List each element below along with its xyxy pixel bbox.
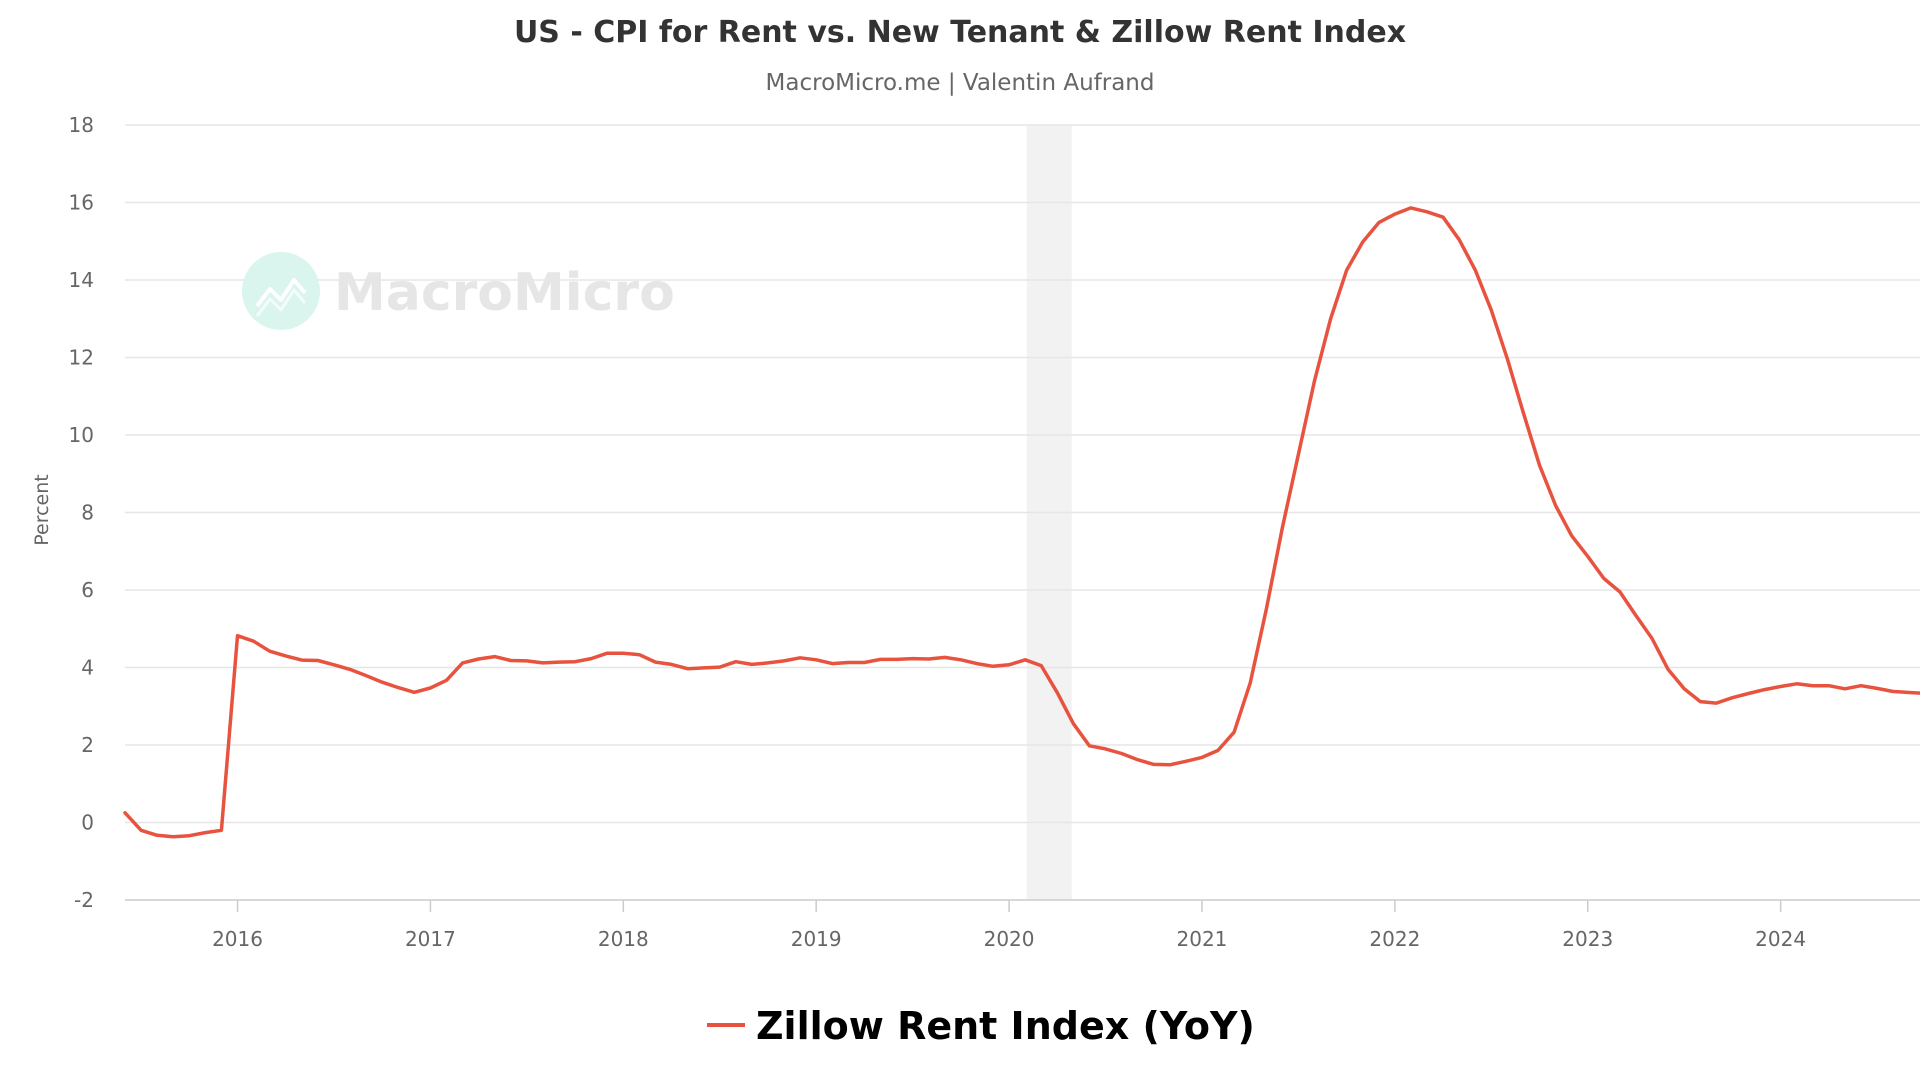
- x-tick-label: 2016: [212, 927, 263, 951]
- x-tick-label: 2022: [1369, 927, 1420, 951]
- chart-subtitle: MacroMicro.me | Valentin Aufrand: [766, 70, 1155, 96]
- series-line-zillow-rent-index[interactable]: [123, 206, 1920, 839]
- watermark-chart-icon: [255, 278, 307, 308]
- x-tick-label: 2018: [598, 927, 649, 951]
- y-axis-ticks: -2 0 2 4 6 8 10 12 14 16 18: [69, 113, 94, 912]
- x-tick-label: 2020: [984, 927, 1035, 951]
- legend[interactable]: Zillow Rent Index (YoY): [707, 1004, 1255, 1048]
- x-tick-label: 2017: [405, 927, 456, 951]
- y-tick-label: 12: [69, 346, 94, 370]
- y-tick-label: 16: [69, 191, 94, 215]
- grid-layer: [125, 124, 1920, 824]
- y-tick-label: 10: [69, 423, 94, 447]
- chart-title: US - CPI for Rent vs. New Tenant & Zillo…: [514, 15, 1406, 50]
- watermark: MacroMicro: [242, 252, 675, 330]
- x-axis: 2016 2017 2018 2019 2020 2021 2022 2023 2024: [125, 899, 1920, 951]
- legend-label-zillow: Zillow Rent Index (YoY): [756, 1004, 1255, 1048]
- x-tick-label: 2021: [1177, 927, 1228, 951]
- y-tick-label: 8: [81, 501, 94, 525]
- x-tick-label: 2023: [1562, 927, 1613, 951]
- watermark-logo-icon: [242, 252, 320, 330]
- x-tick-label: 2019: [791, 927, 842, 951]
- watermark-text: MacroMicro: [334, 263, 675, 323]
- y-axis-title: Percent: [31, 474, 53, 546]
- y-tick-label: -2: [74, 888, 94, 912]
- y-tick-label: 14: [69, 268, 94, 292]
- y-tick-label: 4: [81, 656, 94, 680]
- y-tick-label: 2: [81, 733, 94, 757]
- x-tick-label: 2024: [1755, 927, 1806, 951]
- y-tick-label: 6: [81, 578, 94, 602]
- watermark-chart-icon-secondary: [255, 288, 307, 317]
- y-tick-label: 18: [69, 113, 94, 137]
- y-tick-label: 0: [81, 811, 94, 835]
- series-layer: [123, 206, 1920, 839]
